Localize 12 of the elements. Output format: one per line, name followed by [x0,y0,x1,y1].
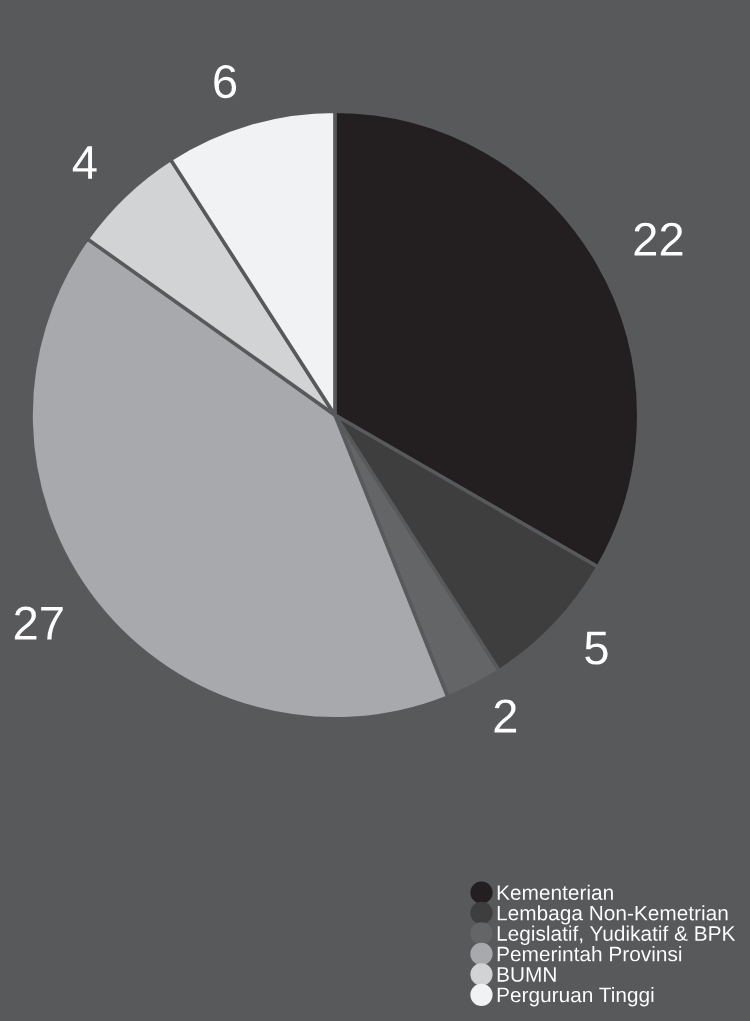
legend-label: Pemerintah Provinsi [497,946,682,962]
legend-label: Lembaga Non-Kemetrian [497,905,728,925]
legend-label: BUMN [497,967,556,982]
data-label: 2 [494,699,517,733]
data-label: 5 [585,631,608,665]
data-label: 27 [14,606,63,640]
legend-label: Legislatif, Yudikatif & BPK [497,925,736,946]
data-label: 6 [214,64,237,99]
data-label: 22 [634,222,683,256]
data-label: 4 [72,146,97,179]
legend-label: Perguruan Tinggi [497,987,654,1007]
legend-label: Kementerian [497,884,613,900]
